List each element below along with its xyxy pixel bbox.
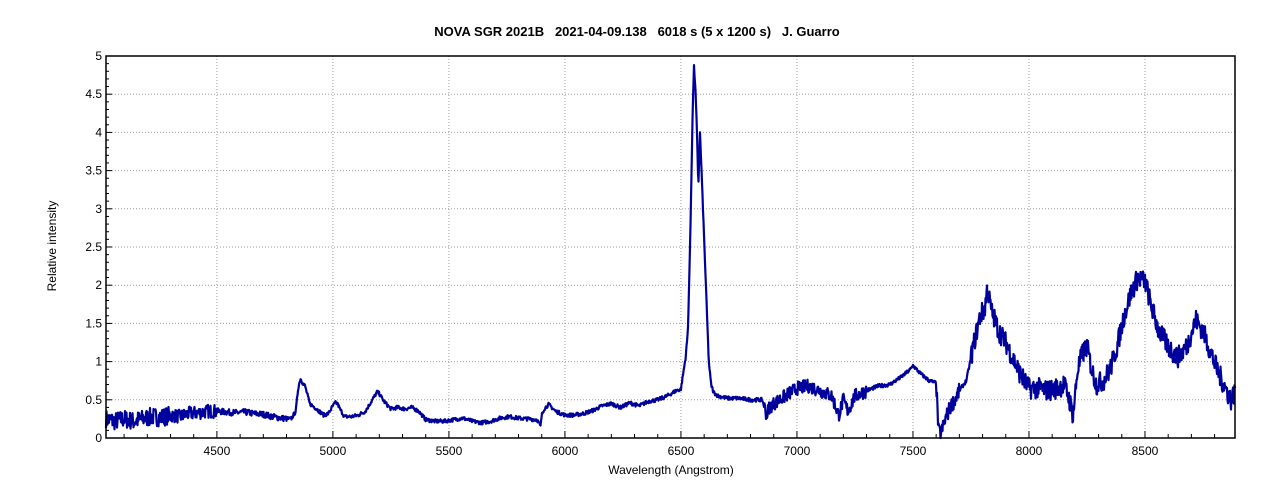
y-tick-label: 2.5 — [85, 240, 102, 254]
y-tick-label: 0.5 — [85, 393, 102, 407]
spectrum-polyline — [104, 63, 1237, 440]
x-tick-label: 4500 — [204, 444, 231, 458]
plot-frame — [105, 55, 1236, 439]
spectrum-line — [104, 63, 1237, 440]
x-tick-label: 7000 — [784, 444, 811, 458]
y-tick-label: 2 — [95, 278, 102, 292]
x-tick-label: 6500 — [668, 444, 695, 458]
x-axis-label: Wavelength (Angstrom) — [608, 463, 734, 477]
y-tick-label: 4.5 — [85, 87, 102, 101]
y-tick-label: 4 — [95, 125, 102, 139]
y-tick-label: 3.5 — [85, 164, 102, 178]
grid-lines — [106, 56, 1235, 438]
x-tick-label: 8500 — [1132, 444, 1159, 458]
y-tick-label: 3 — [95, 202, 102, 216]
y-tick-label: 1.5 — [85, 316, 102, 330]
x-tick-label: 5500 — [436, 444, 463, 458]
x-tick-label: 8000 — [1016, 444, 1043, 458]
y-tick-label: 0 — [95, 431, 102, 445]
y-tick-label: 5 — [95, 49, 102, 63]
x-tick-label: 7500 — [900, 444, 927, 458]
x-tick-label: 6000 — [552, 444, 579, 458]
x-tick-label: 5000 — [320, 444, 347, 458]
chart-title: NOVA SGR 2021B 2021-04-09.138 6018 s (5 … — [434, 24, 840, 39]
axis-ticks: 0 0.5 1 1.5 2 2.5 3 3.5 4 4.5 5 4500 5000 5500 6000 650… — [85, 49, 1216, 458]
y-tick-label: 1 — [95, 355, 102, 369]
